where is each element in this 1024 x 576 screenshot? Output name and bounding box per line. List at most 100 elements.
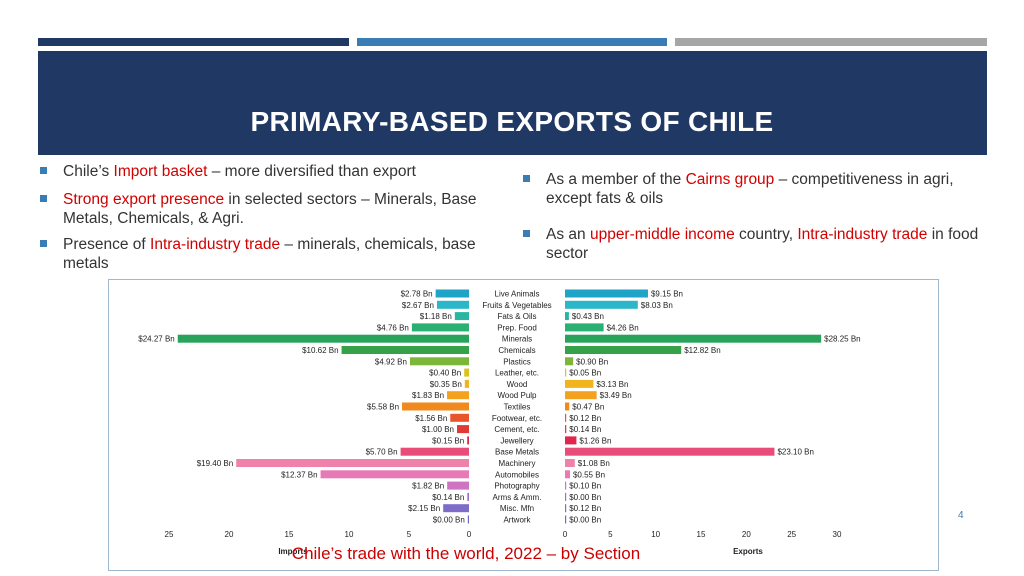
export-value-label: $9.15 Bn (651, 290, 683, 299)
export-value-label: $0.12 Bn (569, 414, 601, 423)
export-value-label: $0.55 Bn (573, 470, 605, 479)
imports-tick-label: 10 (345, 530, 354, 539)
import-bar (320, 470, 469, 479)
export-bar (565, 504, 567, 513)
import-bar (402, 402, 469, 411)
imports-axis-label: Imports (278, 547, 308, 556)
import-value-label: $1.82 Bn (412, 482, 444, 491)
export-bar (565, 289, 648, 298)
title-banner (38, 51, 987, 155)
import-bar (436, 300, 469, 309)
category-label: Live Animals (495, 290, 540, 299)
category-label: Artwork (503, 516, 531, 525)
export-value-label: $0.90 Bn (576, 357, 608, 366)
export-value-label: $0.12 Bn (569, 504, 601, 513)
import-value-label: $1.56 Bn (415, 414, 447, 423)
export-value-label: $3.13 Bn (596, 380, 628, 389)
bullet-marker (40, 167, 47, 174)
export-value-label: $0.10 Bn (569, 482, 601, 491)
trade-butterfly-chart: $2.78 Bn Live Animals $9.15 Bn $2.67 Bn Frui… (138, 289, 861, 556)
bullet-left-3: Presence of Intra-industry trade – miner… (40, 235, 483, 273)
export-value-label: $0.43 Bn (572, 312, 604, 321)
imports-tick-label: 5 (407, 530, 412, 539)
category-label: Jewellery (500, 436, 533, 445)
export-value-label: $0.00 Bn (569, 516, 601, 525)
import-value-label: $2.78 Bn (401, 290, 433, 299)
category-label: Photography (494, 482, 539, 491)
chart-caption: Chile’s trade with the world, 2022 – by … (291, 544, 641, 563)
export-bar (565, 334, 822, 343)
import-value-label: $2.67 Bn (402, 301, 434, 310)
import-value-label: $0.00 Bn (433, 516, 465, 525)
import-bar (467, 436, 469, 445)
imports-tick-label: 20 (225, 530, 234, 539)
exports-tick-label: 0 (563, 530, 568, 539)
bullet-marker (523, 230, 530, 237)
category-label: Cement, etc. (494, 425, 539, 434)
export-value-label: $1.26 Bn (579, 436, 611, 445)
export-bar (565, 379, 594, 388)
export-bar (565, 481, 567, 490)
import-value-label: $1.18 Bn (420, 312, 452, 321)
category-label: Base Metals (495, 448, 539, 457)
accent-bar-blue (357, 38, 667, 46)
chart-frame: $2.78 Bn Live Animals $9.15 Bn $2.67 Bn Frui… (108, 279, 939, 571)
import-value-label: $24.27 Bn (138, 335, 174, 344)
import-value-label: $10.62 Bn (302, 346, 338, 355)
import-value-label: $0.35 Bn (430, 380, 462, 389)
export-value-label: $23.10 Bn (777, 448, 813, 457)
export-value-label: $28.25 Bn (824, 335, 860, 344)
exports-tick-label: 5 (608, 530, 613, 539)
bullet-marker (523, 175, 530, 182)
import-bar (467, 515, 469, 524)
slide-title: PRIMARY-BASED EXPORTS OF CHILE (250, 106, 774, 137)
bullet-marker (40, 240, 47, 247)
import-value-label: $1.83 Bn (412, 391, 444, 400)
import-value-label: $12.37 Bn (281, 470, 317, 479)
category-label: Machinery (499, 459, 536, 468)
export-bar (565, 391, 597, 400)
imports-tick-label: 0 (467, 530, 472, 539)
import-bar (464, 379, 469, 388)
import-bar (457, 425, 469, 434)
category-label: Chemicals (498, 346, 535, 355)
page-number: 4 (958, 510, 964, 521)
export-bar (565, 402, 570, 411)
category-label: Plastics (503, 357, 531, 366)
bullet-right-1: As a member of the Cairns group – compet… (523, 170, 976, 208)
imports-tick-label: 25 (165, 530, 174, 539)
export-bar (565, 436, 577, 445)
export-value-label: $12.82 Bn (684, 346, 720, 355)
import-bar (443, 504, 469, 513)
import-value-label: $5.58 Bn (367, 403, 399, 412)
exports-tick-label: 15 (697, 530, 706, 539)
category-label: Misc. Mfn (500, 504, 534, 513)
export-value-label: $0.47 Bn (572, 403, 604, 412)
export-bar (565, 447, 775, 456)
import-bar (435, 289, 469, 298)
export-value-label: $8.03 Bn (641, 301, 673, 310)
import-value-label: $5.70 Bn (366, 448, 398, 457)
category-label: Arms & Amm. (493, 493, 542, 502)
export-bar (565, 312, 569, 321)
exports-tick-label: 10 (651, 530, 660, 539)
export-bar (565, 492, 567, 501)
export-bar (565, 515, 567, 524)
category-label: Leather, etc. (495, 369, 539, 378)
import-value-label: $4.92 Bn (375, 357, 407, 366)
import-value-label: $1.00 Bn (422, 425, 454, 434)
imports-tick-label: 15 (285, 530, 294, 539)
category-label: Footwear, etc. (492, 414, 542, 423)
export-value-label: $1.08 Bn (578, 459, 610, 468)
import-bar (450, 413, 469, 422)
accent-bar-gray (675, 38, 987, 46)
accent-bar-navy (38, 38, 349, 46)
import-bar (341, 346, 469, 354)
export-bar (565, 413, 567, 422)
exports-tick-label: 30 (833, 530, 842, 539)
exports-tick-label: 25 (787, 530, 796, 539)
import-bar (400, 447, 469, 456)
export-bar (565, 357, 574, 366)
export-value-label: $0.00 Bn (569, 493, 601, 502)
exports-axis-label: Exports (733, 547, 763, 556)
